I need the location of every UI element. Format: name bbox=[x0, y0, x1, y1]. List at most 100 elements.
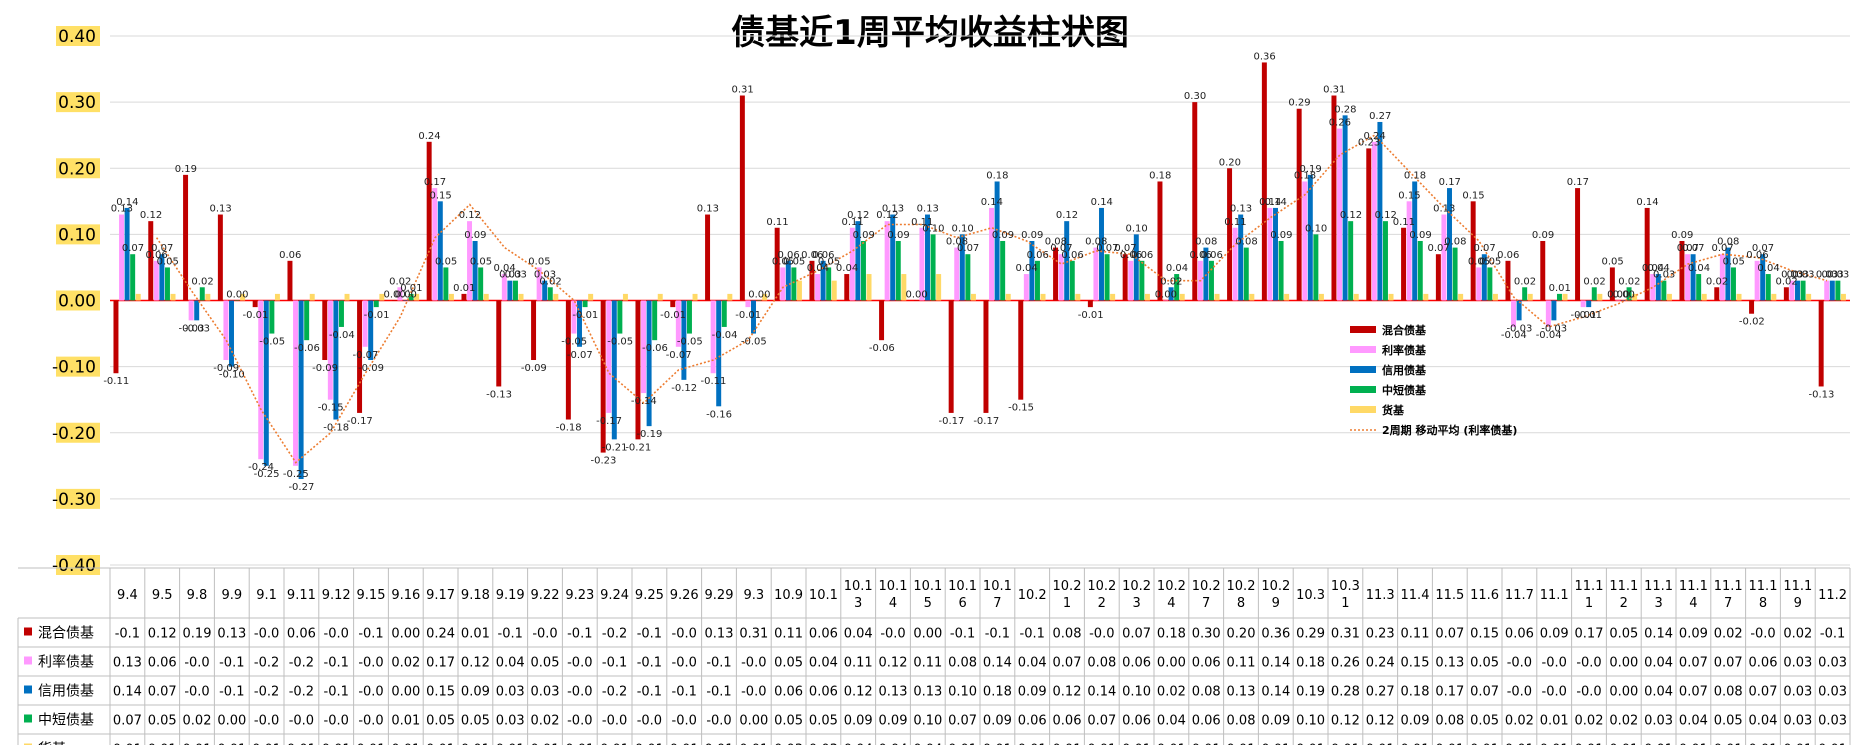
y-tick-bg bbox=[56, 158, 100, 179]
category-label: 11.7 bbox=[1505, 588, 1534, 603]
table-cell: 0.06 bbox=[1505, 627, 1534, 642]
data-label: 0.17 bbox=[1567, 177, 1589, 188]
bar bbox=[426, 141, 432, 301]
table-cell: 0.07 bbox=[1087, 714, 1116, 729]
bar bbox=[1458, 293, 1464, 301]
table-cell: 0.01 bbox=[635, 743, 664, 745]
bar bbox=[1179, 293, 1185, 301]
table-cell: 0.01 bbox=[1783, 743, 1812, 745]
category-label: 10.3 1 bbox=[1331, 579, 1360, 611]
table-cell: 0.06 bbox=[1122, 714, 1151, 729]
table-cell: 0.02 bbox=[1609, 714, 1638, 729]
data-label: -0.03 bbox=[1541, 323, 1567, 334]
category-label: 10.2 1 bbox=[1053, 579, 1082, 611]
table-cell: 0.11 bbox=[1401, 627, 1430, 642]
bar bbox=[507, 280, 513, 301]
table-cell: 0.12 bbox=[1053, 685, 1082, 700]
legend-label: 2周期 移动平均 (利率债基) bbox=[1382, 423, 1517, 437]
table-cell: 0.01 bbox=[1749, 743, 1778, 745]
table-cell: 0.26 bbox=[1331, 656, 1360, 671]
data-label: 0.06 bbox=[1131, 250, 1153, 261]
bar bbox=[866, 274, 872, 301]
bar bbox=[229, 300, 234, 367]
data-label: -0.18 bbox=[323, 423, 349, 434]
data-label: -0.04 bbox=[329, 330, 355, 341]
data-label: 0.05 bbox=[1468, 256, 1490, 267]
data-label: -0.01 bbox=[1570, 310, 1596, 321]
bar bbox=[716, 300, 722, 407]
data-label: 0.13 bbox=[1433, 204, 1455, 215]
table-cell: -0.1 bbox=[637, 627, 662, 642]
category-label: 10.1 7 bbox=[983, 579, 1012, 611]
data-label: 0.11 bbox=[911, 217, 933, 228]
bar bbox=[815, 274, 821, 301]
data-label: 0.00 bbox=[226, 290, 248, 301]
data-label: 0.07 bbox=[1428, 243, 1450, 254]
bar bbox=[1284, 293, 1290, 301]
bar bbox=[373, 300, 379, 308]
table-cell: 0.01 bbox=[1540, 714, 1569, 729]
y-tick-label: 0.30 bbox=[58, 93, 96, 113]
bar bbox=[1029, 240, 1035, 301]
bar bbox=[983, 300, 989, 413]
bar bbox=[1540, 240, 1546, 301]
table-cell: 0.12 bbox=[1366, 714, 1395, 729]
data-label: -0.17 bbox=[939, 416, 965, 427]
table-cell: 0.01 bbox=[1401, 743, 1430, 745]
data-label: 0.10 bbox=[922, 223, 944, 234]
table-cell: -0.1 bbox=[706, 685, 731, 700]
data-label: 0.02 bbox=[1160, 276, 1182, 287]
bar bbox=[414, 293, 420, 301]
data-label: 0.29 bbox=[1288, 98, 1310, 109]
bar bbox=[1163, 300, 1169, 301]
data-label: -0.03 bbox=[178, 323, 204, 334]
table-cell: 0.13 bbox=[113, 656, 142, 671]
bar bbox=[1064, 221, 1070, 301]
category-label: 9.9 bbox=[221, 588, 242, 603]
legend-swatch bbox=[1350, 406, 1376, 413]
table-cell: 0.06 bbox=[1192, 656, 1221, 671]
data-label: 0.03 bbox=[1653, 270, 1675, 281]
data-label: -0.09 bbox=[358, 363, 384, 374]
data-label: 0.18 bbox=[986, 170, 1008, 181]
data-label: 0.05 bbox=[470, 256, 492, 267]
bar bbox=[518, 293, 524, 301]
data-label: 0.08 bbox=[1085, 237, 1107, 248]
bar bbox=[606, 300, 612, 413]
table-cell: 0.31 bbox=[1331, 627, 1360, 642]
bar bbox=[820, 260, 826, 301]
data-label: 0.02 bbox=[1583, 276, 1605, 287]
bar bbox=[148, 221, 154, 301]
bar bbox=[751, 300, 756, 334]
table-cell: 0.04 bbox=[1679, 714, 1708, 729]
bar bbox=[948, 300, 954, 413]
data-label: -0.01 bbox=[735, 310, 761, 321]
y-axis: 0.40 0.30 0.20 0.10 0.00 -0.10 -0.20 -0.30 -0.40 bbox=[52, 26, 100, 576]
table-cell: 0.14 bbox=[1644, 627, 1673, 642]
data-label: 0.03 bbox=[1792, 270, 1814, 281]
bar bbox=[119, 214, 125, 301]
table-cell: 0.03 bbox=[1644, 714, 1673, 729]
bar bbox=[675, 300, 681, 347]
bar bbox=[1615, 300, 1621, 301]
table-cell: 0.01 bbox=[1018, 743, 1047, 745]
data-label: 0.06 bbox=[1189, 250, 1211, 261]
bar bbox=[1382, 221, 1388, 301]
bar bbox=[652, 300, 658, 341]
bar bbox=[1435, 254, 1441, 301]
data-label: -0.05 bbox=[607, 337, 633, 348]
data-label: 0.06 bbox=[1027, 250, 1049, 261]
category-label: 9.16 bbox=[391, 588, 420, 603]
bar bbox=[1666, 293, 1672, 301]
table-cell: 0.12 bbox=[844, 685, 873, 700]
table-cell: 0.01 bbox=[983, 743, 1012, 745]
y-tick-bg bbox=[56, 555, 100, 575]
table-cell: -0.0 bbox=[567, 714, 592, 729]
bar bbox=[1192, 102, 1198, 301]
data-label: 0.00 bbox=[1613, 290, 1635, 301]
bar bbox=[780, 267, 786, 301]
category-label: 11.1 bbox=[1540, 588, 1569, 603]
data-label: -0.24 bbox=[248, 462, 274, 473]
data-label: 0.08 bbox=[946, 237, 968, 248]
